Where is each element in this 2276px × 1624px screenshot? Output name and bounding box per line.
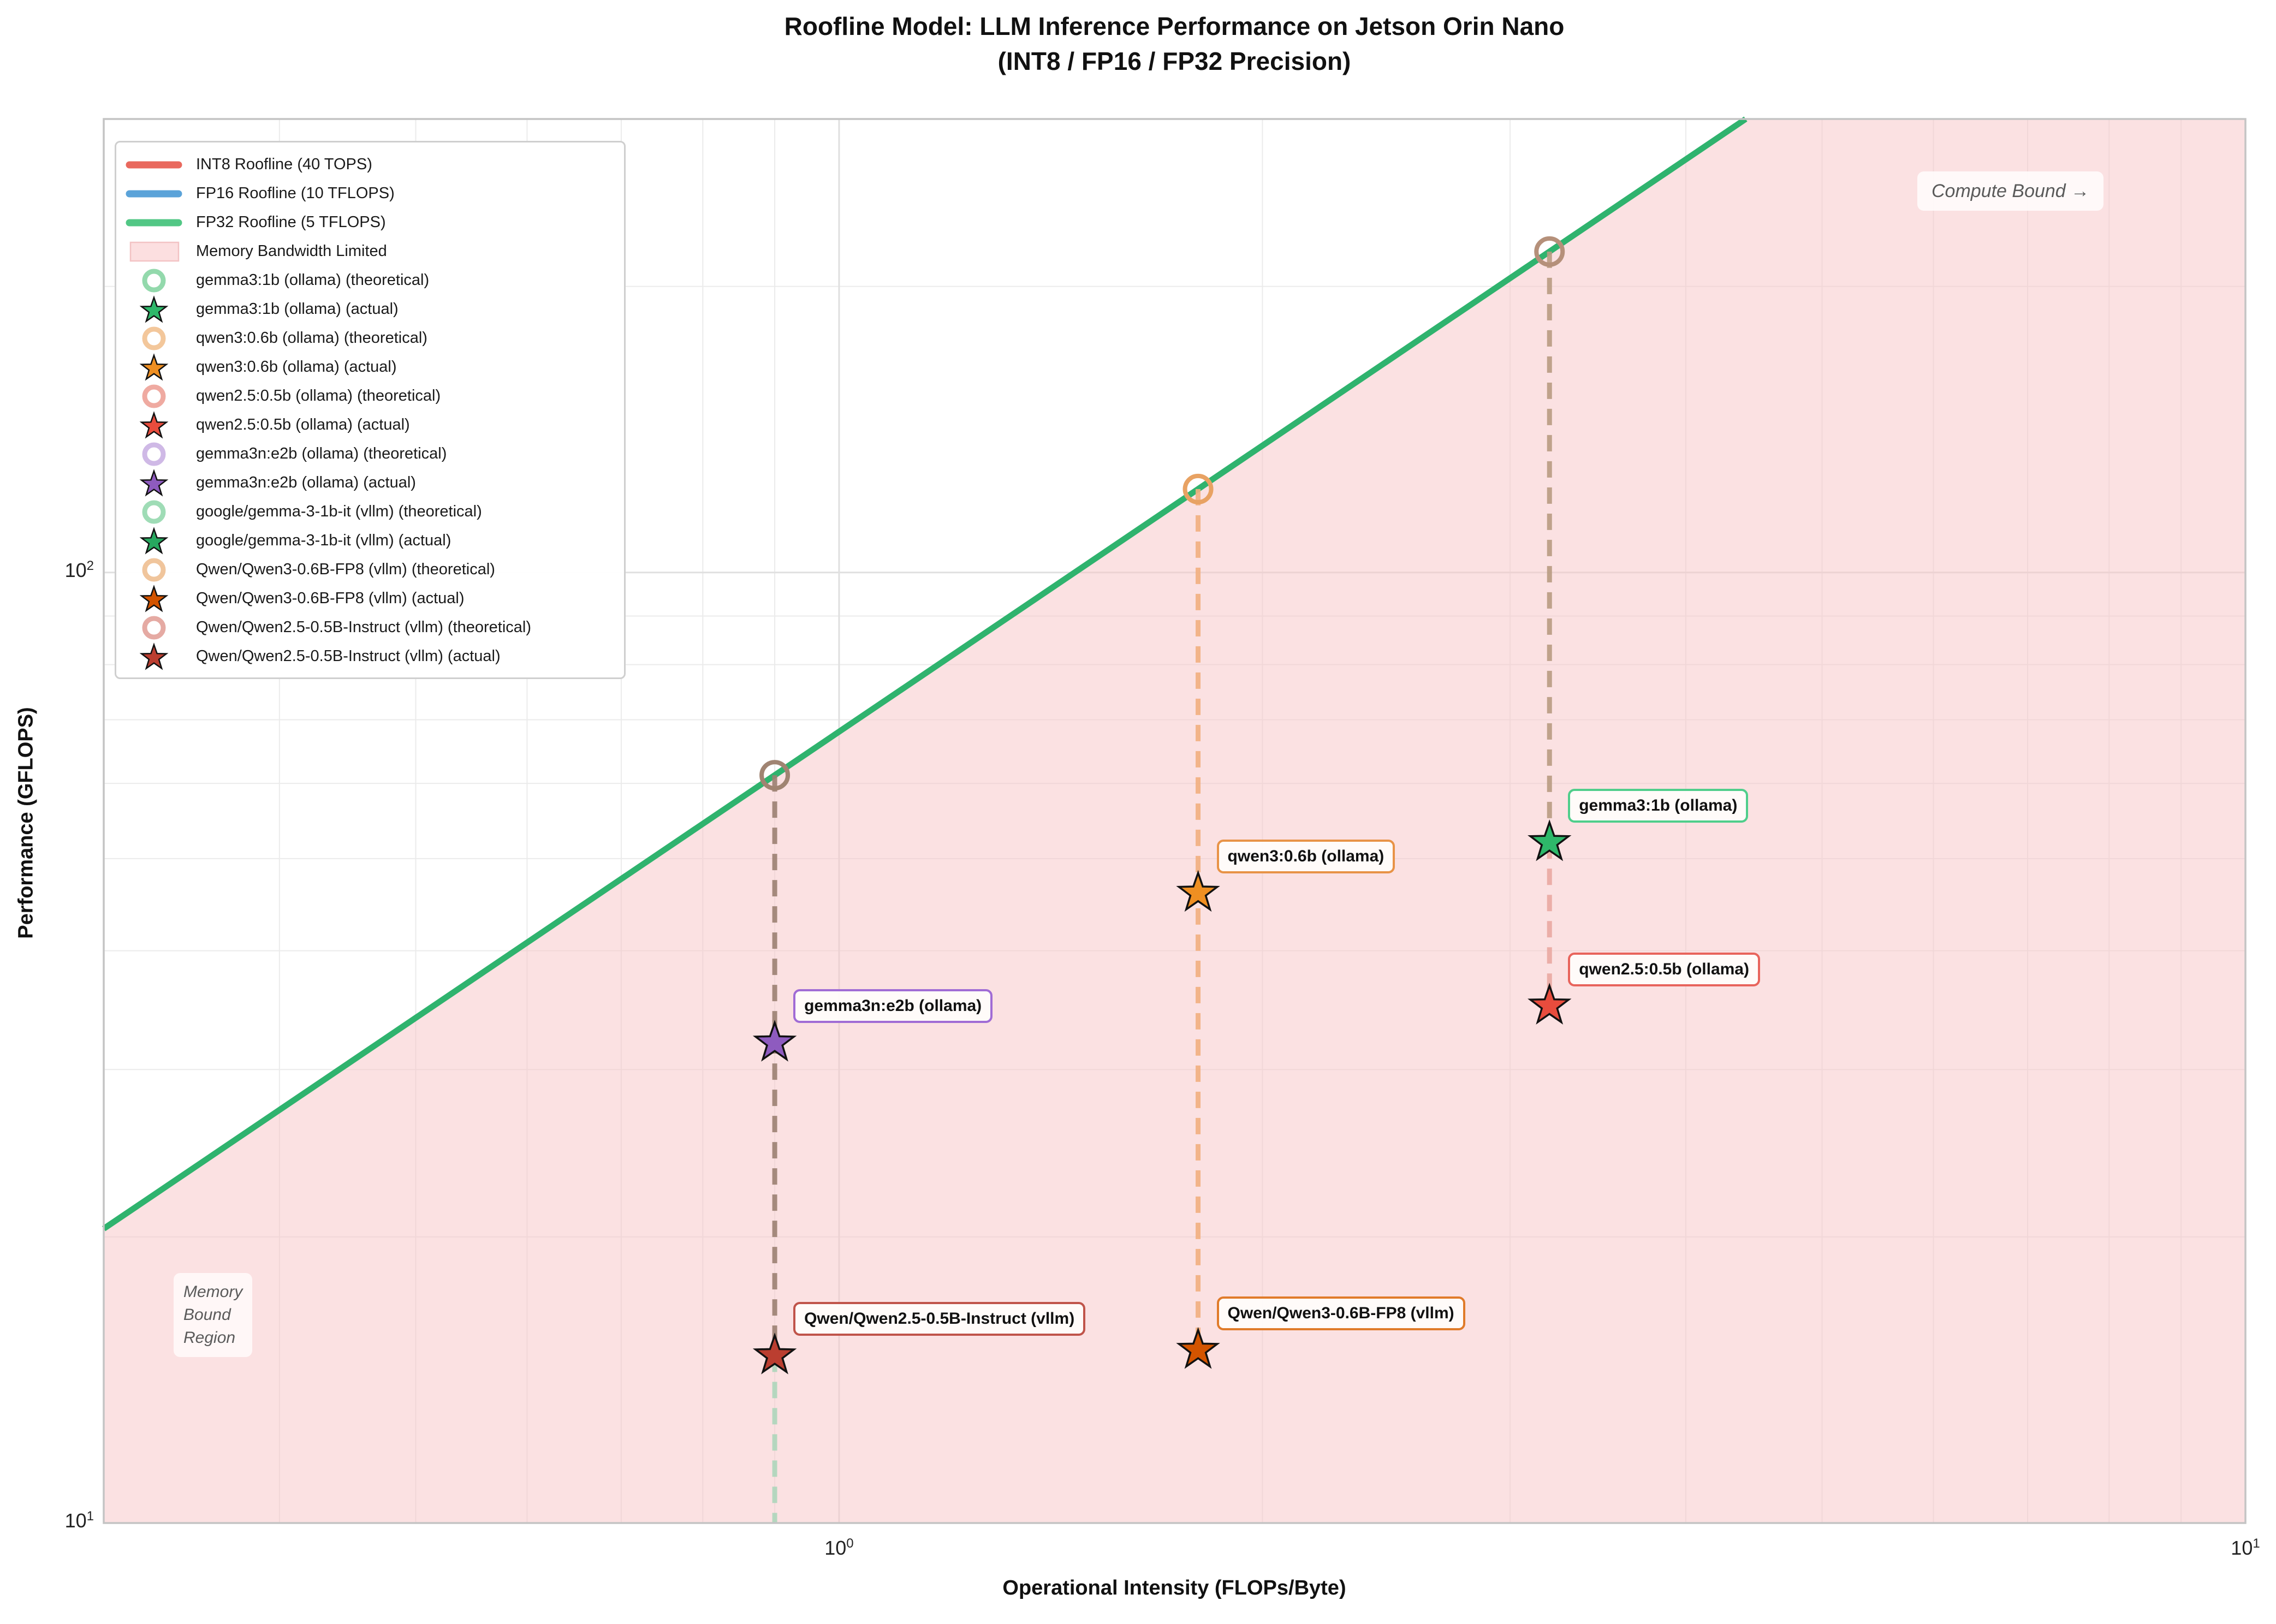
legend-item: FP32 Roofline (5 TFLOPS) — [123, 208, 619, 237]
legend-item-label: Qwen/Qwen2.5-0.5B-Instruct (vllm) (actua… — [196, 647, 501, 665]
legend-item: gemma3n:e2b (ollama) (actual) — [123, 468, 619, 497]
legend-item: qwen3:0.6b (ollama) (actual) — [123, 353, 619, 382]
star-swatch-icon — [139, 468, 169, 496]
legend-item: google/gemma-3-1b-it (vllm) (theoretical… — [123, 497, 619, 526]
point-label: gemma3:1b (ollama) — [1568, 789, 1749, 823]
legend-item-label: qwen3:0.6b (ollama) (actual) — [196, 358, 397, 376]
legend-item-label: FP32 Roofline (5 TFLOPS) — [196, 213, 386, 231]
theoretical-circle-marker — [1182, 473, 1214, 504]
y-axis-label: Performance (GFLOPS) — [14, 707, 38, 939]
tick-exponent: 1 — [2253, 1536, 2260, 1551]
legend-item-label: FP16 Roofline (10 TFLOPS) — [196, 185, 395, 202]
legend-item: google/gemma-3-1b-it (vllm) (actual) — [123, 526, 619, 555]
ring-swatch-icon — [142, 269, 166, 292]
legend-item: Qwen/Qwen3-0.6B-FP8 (vllm) (theoretical) — [123, 555, 619, 584]
point-label: Qwen/Qwen3-0.6B-FP8 (vllm) — [1216, 1296, 1465, 1331]
actual-star-marker — [1176, 870, 1220, 912]
actual-star-marker — [752, 1332, 797, 1375]
theoretical-circle-marker — [759, 760, 791, 791]
ring-swatch-icon — [142, 384, 166, 408]
point-label: gemma3n:e2b (ollama) — [793, 989, 993, 1024]
tick-exponent: 2 — [86, 558, 94, 573]
legend-item-label: gemma3n:e2b (ollama) (theoretical) — [196, 445, 447, 462]
tick-exponent: 1 — [86, 1509, 94, 1524]
theoretical-circle-marker — [1534, 236, 1565, 267]
star-swatch-icon — [139, 526, 169, 554]
point-label: qwen3:0.6b (ollama) — [1216, 839, 1395, 873]
x-tick-label: 101 — [2231, 1536, 2260, 1559]
star-swatch-icon — [139, 353, 169, 380]
line-swatch-icon — [126, 161, 182, 168]
legend-item: Qwen/Qwen2.5-0.5B-Instruct (vllm) (theor… — [123, 613, 619, 642]
legend-item: Memory Bandwidth Limited — [123, 237, 619, 266]
ring-swatch-icon — [142, 442, 166, 466]
ring-swatch-icon — [142, 500, 166, 524]
legend-item: gemma3:1b (ollama) (theoretical) — [123, 266, 619, 295]
star-swatch-icon — [139, 642, 169, 670]
star-swatch-icon — [139, 411, 169, 438]
legend-item-label: google/gemma-3-1b-it (vllm) (actual) — [196, 532, 451, 549]
legend-item-label: qwen3:0.6b (ollama) (theoretical) — [196, 329, 427, 347]
ring-swatch-icon — [142, 558, 166, 581]
point-label: Qwen/Qwen2.5-0.5B-Instruct (vllm) — [793, 1302, 1086, 1336]
roofline-line — [102, 116, 1748, 1232]
tick-exponent: 0 — [846, 1536, 854, 1551]
legend-item: Qwen/Qwen3-0.6B-FP8 (vllm) (actual) — [123, 584, 619, 613]
ring-swatch-icon — [142, 326, 166, 350]
legend-item: Qwen/Qwen2.5-0.5B-Instruct (vllm) (actua… — [123, 642, 619, 671]
line-swatch-icon — [126, 190, 182, 197]
title-line-2: (INT8 / FP16 / FP32 Precision) — [997, 47, 1351, 75]
actual-star-marker — [752, 1020, 797, 1062]
plot-border — [103, 118, 2247, 1524]
legend-item-label: Qwen/Qwen2.5-0.5B-Instruct (vllm) (theor… — [196, 618, 532, 636]
legend-item: qwen2.5:0.5b (ollama) (actual) — [123, 411, 619, 439]
y-tick-label: 102 — [64, 558, 94, 581]
ring-swatch-icon — [142, 616, 166, 639]
line-swatch-icon — [126, 219, 182, 226]
legend-item-label: google/gemma-3-1b-it (vllm) (theoretical… — [196, 503, 482, 520]
patch-swatch-icon — [129, 241, 180, 261]
legend-item-label: gemma3:1b (ollama) (theoretical) — [196, 271, 430, 289]
x-tick-label: 100 — [824, 1536, 854, 1559]
legend: INT8 Roofline (40 TOPS) FP16 Roofline (10… — [115, 141, 626, 679]
star-swatch-icon — [139, 295, 169, 323]
page-title: Roofline Model: LLM Inference Performanc… — [785, 9, 1565, 79]
legend-item-label: qwen2.5:0.5b (ollama) (theoretical) — [196, 387, 441, 404]
legend-item-label: Qwen/Qwen3-0.6B-FP8 (vllm) (theoretical) — [196, 561, 495, 578]
actual-star-marker — [1176, 1327, 1220, 1369]
legend-item: FP16 Roofline (10 TFLOPS) — [123, 179, 619, 208]
compute-bound-note: Compute Bound → — [1917, 171, 2104, 211]
actual-star-marker — [1528, 983, 1572, 1025]
legend-item: qwen2.5:0.5b (ollama) (theoretical) — [123, 382, 619, 411]
legend-item: INT8 Roofline (40 TOPS) — [123, 150, 619, 179]
legend-item-label: Qwen/Qwen3-0.6B-FP8 (vllm) (actual) — [196, 590, 465, 607]
legend-item-label: INT8 Roofline (40 TOPS) — [196, 156, 372, 173]
legend-item-label: gemma3n:e2b (ollama) (actual) — [196, 474, 416, 491]
actual-star-marker — [1528, 819, 1572, 861]
point-label: qwen2.5:0.5b (ollama) — [1568, 952, 1760, 986]
memory-bound-region — [104, 119, 2245, 1523]
legend-item-label: gemma3:1b (ollama) (actual) — [196, 300, 399, 318]
legend-item: qwen3:0.6b (ollama) (theoretical) — [123, 324, 619, 353]
title-line-1: Roofline Model: LLM Inference Performanc… — [784, 12, 1565, 40]
legend-item: gemma3n:e2b (ollama) (theoretical) — [123, 439, 619, 468]
memory-bound-region-note: Memory Bound Region — [174, 1273, 253, 1357]
legend-item-label: qwen2.5:0.5b (ollama) (actual) — [196, 416, 410, 433]
y-tick-label: 101 — [64, 1509, 94, 1532]
star-swatch-icon — [139, 584, 169, 612]
x-axis-label: Operational Intensity (FLOPs/Byte) — [1002, 1577, 1346, 1599]
legend-item: gemma3:1b (ollama) (actual) — [123, 295, 619, 324]
legend-item-label: Memory Bandwidth Limited — [196, 242, 387, 260]
